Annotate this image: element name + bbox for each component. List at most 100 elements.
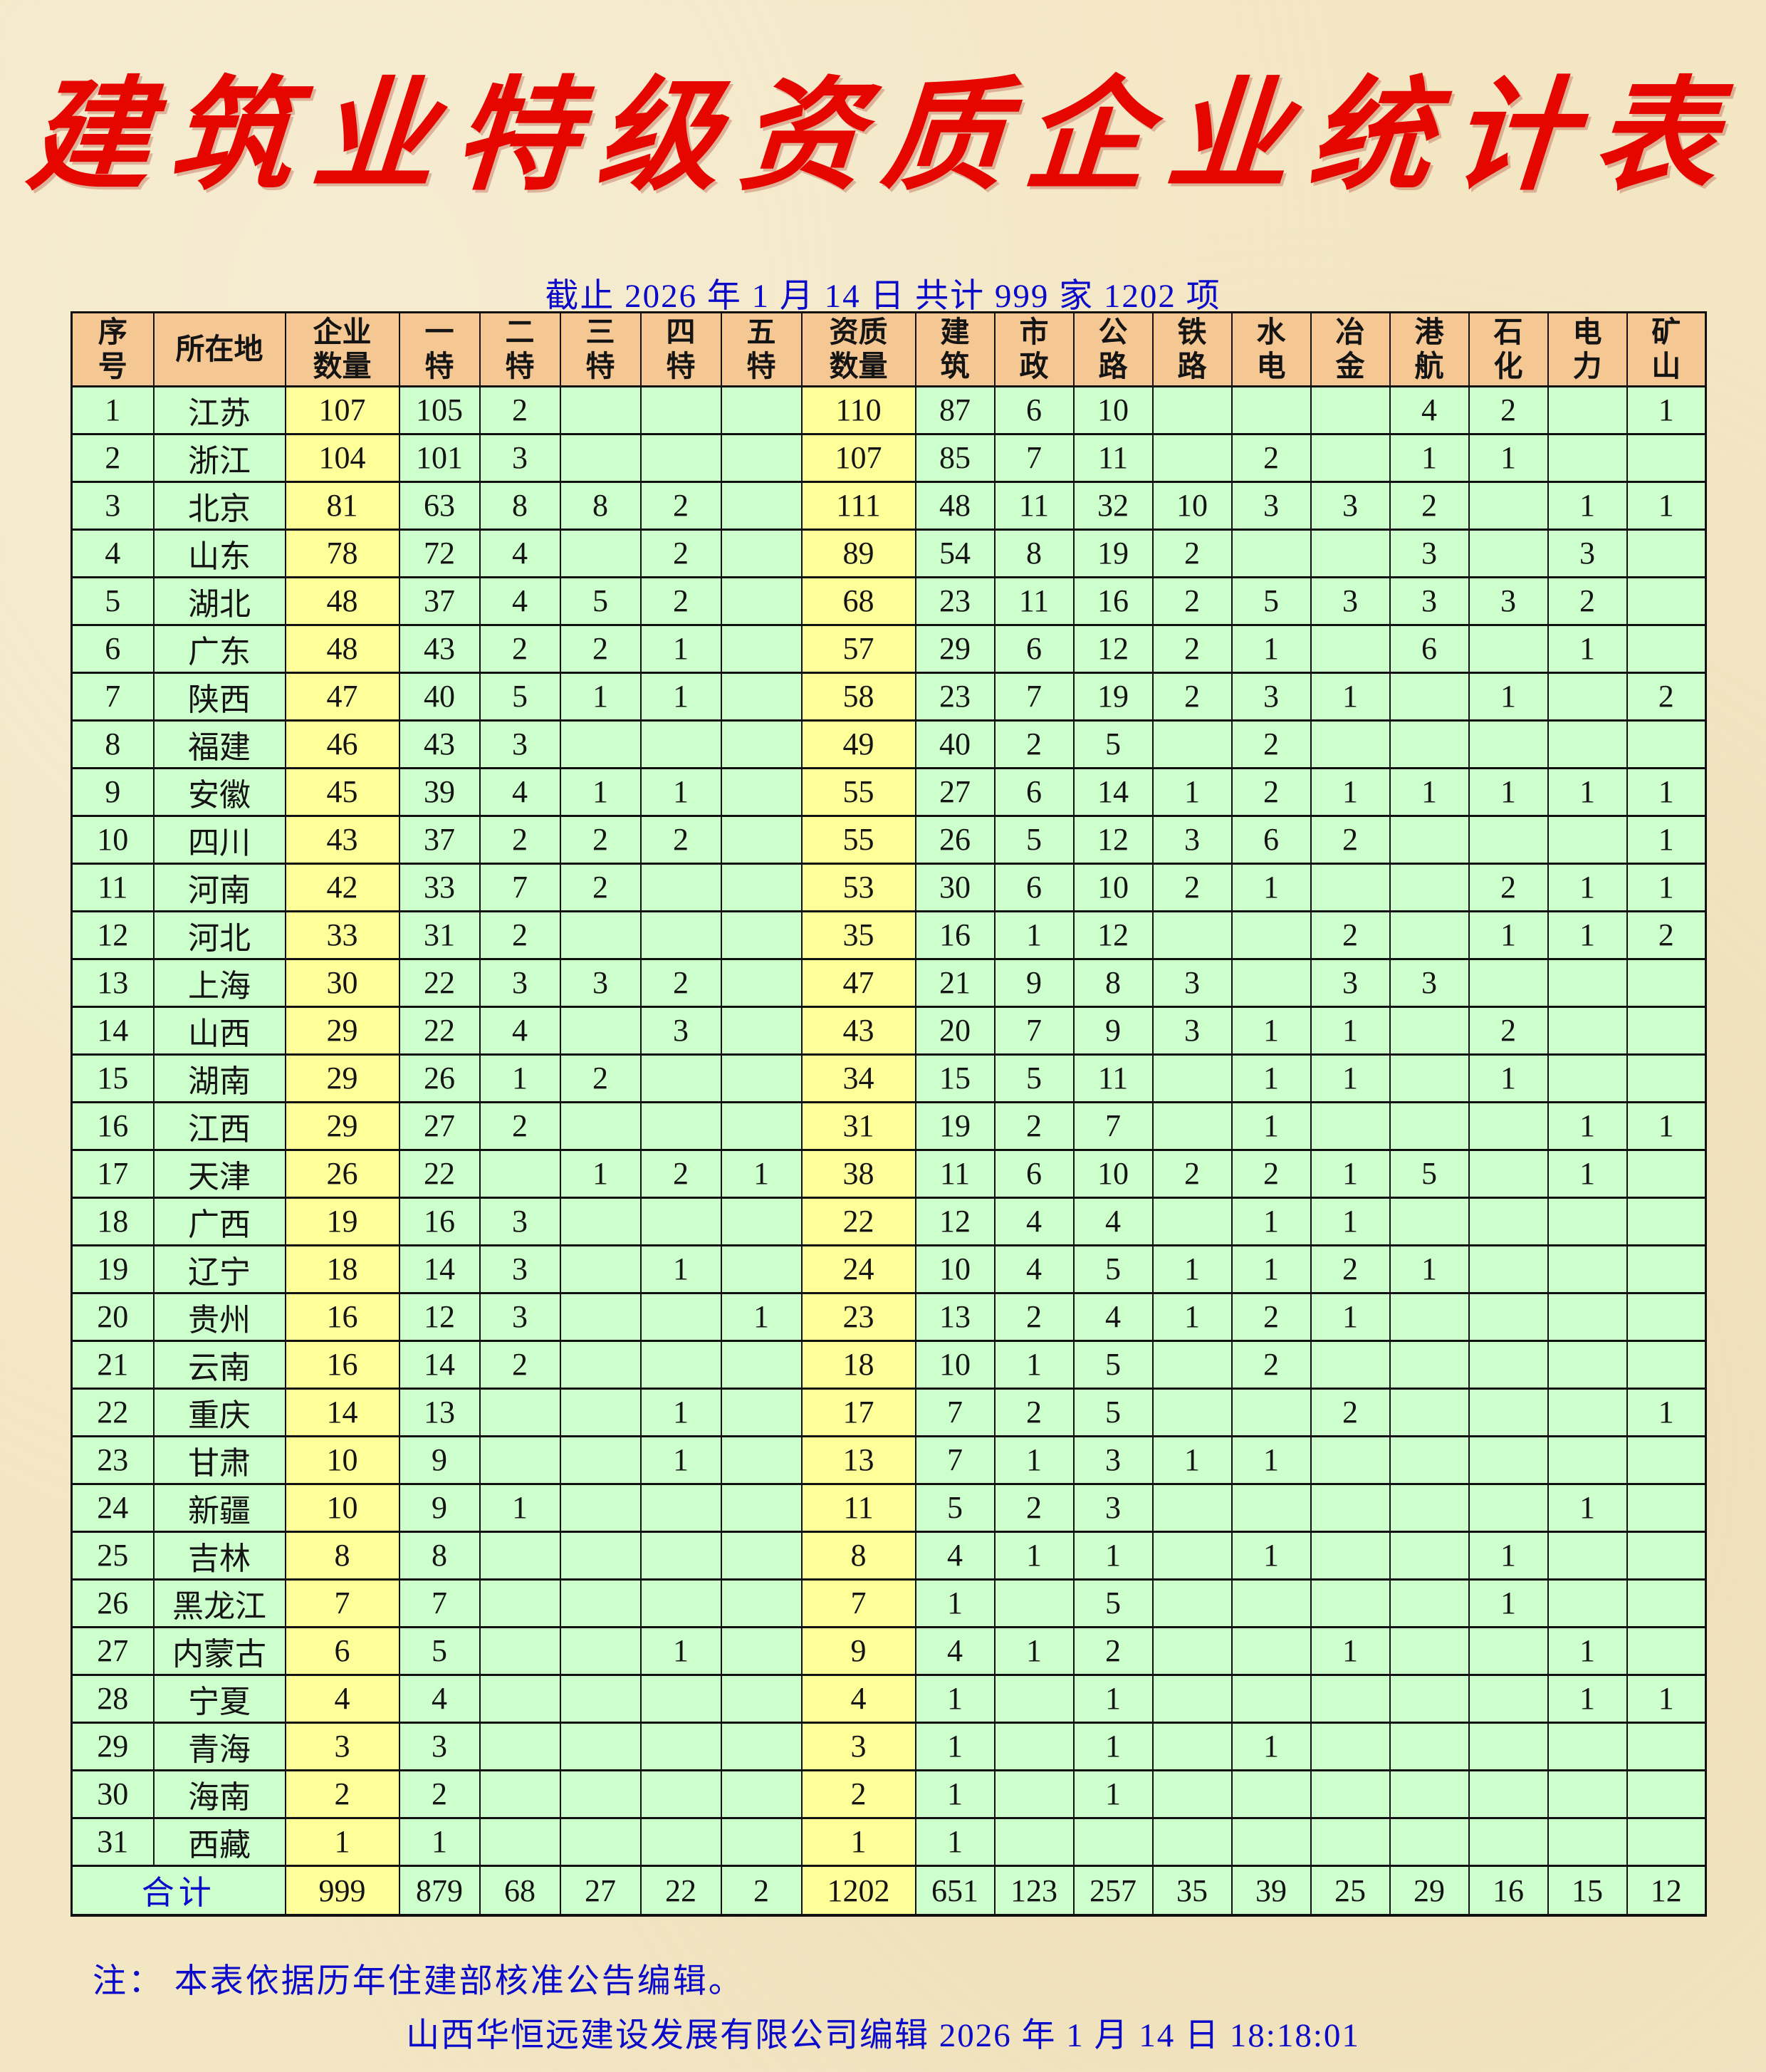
value-cell: 1 [1231,1100,1312,1151]
value-cell: 1 [1231,1053,1312,1103]
value-cell: 1 [639,766,722,817]
region-cell: 江苏 [152,385,286,435]
value-cell: 1 [639,1244,722,1294]
total-value-cell: 35 [1151,1864,1233,1917]
value-cell: 5 [1389,1148,1470,1199]
value-cell: 1 [1151,766,1233,817]
value-cell [1231,910,1312,960]
value-cell [1547,1816,1628,1867]
value-cell: 4 [479,1005,561,1056]
value-cell: 3 [1231,480,1312,531]
value-cell: 3 [1151,814,1233,865]
value-cell: 1 [993,1530,1075,1581]
total-value-cell: 68 [479,1864,561,1917]
total-value-cell: 999 [284,1864,400,1917]
value-cell [1468,1387,1549,1437]
value-cell: 2 [284,1769,400,1819]
value-cell: 2 [1310,814,1391,865]
value-cell: 107 [800,432,916,483]
value-cell [559,1339,642,1390]
serial-cell: 1 [70,385,155,435]
value-cell [639,1816,722,1867]
region-cell: 吉林 [152,1530,286,1581]
serial-cell: 20 [70,1291,155,1342]
value-cell [1310,1435,1391,1485]
value-cell: 3 [1389,957,1470,1008]
value-cell: 2 [993,719,1075,769]
value-cell: 1 [1468,1530,1549,1581]
value-cell [1310,862,1391,912]
value-cell: 2 [559,623,642,674]
value-cell [1389,1100,1470,1151]
value-cell: 7 [479,862,561,912]
value-cell: 1 [1310,766,1391,817]
value-cell: 1 [914,1816,996,1867]
value-cell: 1 [1389,766,1470,817]
value-cell [1389,910,1470,960]
value-cell [1626,719,1707,769]
value-cell: 2 [993,1482,1075,1533]
region-cell: 新疆 [152,1482,286,1533]
value-cell: 1 [1547,480,1628,531]
value-cell: 4 [479,528,561,578]
value-cell: 6 [993,385,1075,435]
value-cell: 1 [1310,1053,1391,1103]
table-row: 25 吉林 8 8 8 4 1 1 1 1 [70,1530,1707,1581]
value-cell [1389,1053,1470,1103]
header-cell: 水电 [1231,311,1312,387]
value-cell: 6 [993,623,1075,674]
table-row: 20 贵州 16 12 3 1 23 13 2 4 1 2 1 [70,1291,1707,1342]
value-cell [993,1721,1075,1771]
value-cell: 1 [1231,1435,1312,1485]
value-cell: 3 [479,1291,561,1342]
value-cell [1151,1721,1233,1771]
value-cell: 78 [284,528,400,578]
value-cell: 3 [1389,576,1470,626]
value-cell [479,1721,561,1771]
value-cell [559,432,642,483]
value-cell [993,1816,1075,1867]
value-cell [559,1816,642,1867]
region-cell: 江西 [152,1100,286,1151]
value-cell [1310,1339,1391,1390]
region-cell: 宁夏 [152,1673,286,1724]
header-cell: 矿山 [1626,311,1707,387]
value-cell: 3 [1389,528,1470,578]
value-cell [1468,1482,1549,1533]
value-cell: 1 [914,1578,996,1628]
value-cell [1310,432,1391,483]
serial-cell: 2 [70,432,155,483]
value-cell [1389,862,1470,912]
value-cell: 1 [1310,1196,1391,1246]
value-cell: 87 [914,385,996,435]
value-cell: 3 [1151,1005,1233,1056]
value-cell: 4 [993,1196,1075,1246]
value-cell: 7 [993,432,1075,483]
serial-cell: 6 [70,623,155,674]
value-cell [639,1482,722,1533]
value-cell: 111 [800,480,916,531]
value-cell [720,1387,803,1437]
value-cell: 85 [914,432,996,483]
value-cell: 89 [800,528,916,578]
value-cell: 29 [284,1100,400,1151]
value-cell: 1 [1231,862,1312,912]
header-cell: 三特 [559,311,642,387]
value-cell: 2 [1389,480,1470,531]
value-cell: 10 [1151,480,1233,531]
header-row: 序号所在地 企业 数量一特二特三特四特五特资质 数量建筑市政公路铁路水电冶金港航石化电… [70,311,1707,387]
value-cell: 4 [1072,1291,1154,1342]
value-cell: 55 [800,766,916,817]
value-cell: 9 [1072,1005,1154,1056]
value-cell [1151,1625,1233,1676]
value-cell [1389,1196,1470,1246]
value-cell: 2 [1151,623,1233,674]
value-cell [1626,1005,1707,1056]
value-cell: 29 [284,1053,400,1103]
value-cell [1151,1196,1233,1246]
value-cell: 12 [1072,910,1154,960]
region-cell: 天津 [152,1148,286,1199]
value-cell: 1 [398,1816,481,1867]
value-cell: 33 [284,910,400,960]
value-cell: 1 [639,671,722,722]
